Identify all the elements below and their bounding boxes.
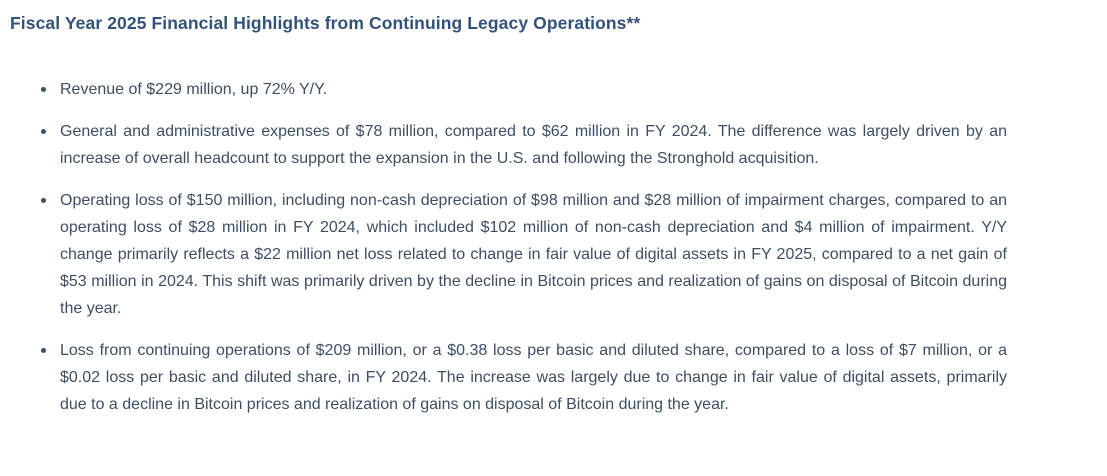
bullet-icon [41,348,46,353]
highlight-item-expenses: General and administrative expenses of $… [41,118,1007,172]
highlight-item-revenue: Revenue of $229 million, up 72% Y/Y. [41,76,1007,103]
highlights-list: Revenue of $229 million, up 72% Y/Y. Gen… [10,76,1007,418]
highlight-item-operating-loss: Operating loss of $150 million, includin… [41,187,1007,322]
highlight-text-expenses: General and administrative expenses of $… [60,123,1007,167]
page-title: Fiscal Year 2025 Financial Highlights fr… [10,13,641,33]
highlight-item-continuing-operations-loss: Loss from continuing operations of $209 … [41,337,1007,418]
highlight-text-continuing-operations-loss: Loss from continuing operations of $209 … [60,342,1007,413]
bullet-icon [41,129,46,134]
bullet-icon [41,87,46,92]
highlight-text-revenue: Revenue of $229 million, up 72% Y/Y. [60,81,328,98]
highlight-text-operating-loss: Operating loss of $150 million, includin… [60,192,1007,317]
bullet-icon [41,198,46,203]
